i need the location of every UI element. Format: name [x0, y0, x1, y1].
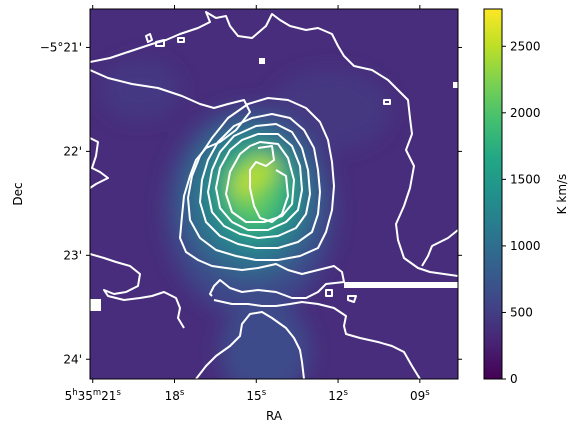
contour-blob-4	[383, 99, 391, 105]
contour-blob-2	[155, 39, 165, 47]
colorbar-label: K km/s	[555, 174, 569, 215]
contour-level-1-left-lobe	[90, 137, 109, 189]
contour-level-1-north	[90, 11, 458, 277]
contour-level-1-east-arc	[421, 229, 458, 267]
x-tick-label: 5h35m21s	[65, 388, 122, 403]
contour-blob-6	[347, 295, 357, 303]
y-tick-label: 22'	[63, 144, 82, 158]
x-axis-label: RA	[266, 409, 283, 423]
plot-frame	[89, 8, 459, 380]
colorbar-tick-label: 2000	[510, 106, 541, 120]
contour-level-1-west	[90, 69, 345, 299]
colorbar	[483, 8, 503, 380]
x-tick-label: 15s	[246, 388, 266, 403]
contour-level-1-south-tail	[195, 311, 305, 379]
contour-lines	[90, 11, 458, 379]
contour-level-7	[249, 145, 289, 223]
x-tick-label: 09s	[410, 388, 430, 403]
contour-level-1-southwest	[90, 253, 185, 329]
contour-level-3	[199, 113, 321, 249]
colorbar-tick-label: 0	[510, 372, 518, 386]
contour-level-6	[225, 141, 295, 223]
colorbar-tick-label: 500	[510, 305, 533, 319]
contour-level-1-south-bridge	[213, 299, 421, 379]
colorbar-ticks: 0 500 1000 1500 2000 2500	[502, 39, 541, 386]
colorbar-tick-label: 1000	[510, 239, 541, 253]
x-tick-label: 12s	[328, 388, 348, 403]
contour-blob-1	[145, 33, 153, 43]
heatmap-image	[90, 9, 458, 379]
y-tick-label: −5°21'	[40, 40, 82, 54]
y-axis-ticks: −5°21' 22' 23' 24'	[40, 40, 462, 366]
colorbar-tick-label: 1500	[510, 172, 541, 186]
y-axis-label: Dec	[11, 182, 25, 205]
contour-level-4	[207, 123, 311, 239]
x-axis-ticks: 5h35m21s 18s 15s 12s 09s	[65, 5, 430, 403]
contour-blob-3	[177, 37, 185, 43]
contour-blob-5	[325, 289, 333, 297]
contour-level-2	[187, 97, 335, 261]
x-tick-label: 18s	[165, 388, 185, 403]
contour-level-5	[215, 133, 303, 231]
y-tick-label: 23'	[63, 248, 82, 262]
colorbar-tick-label: 2500	[510, 39, 541, 53]
y-tick-label: 24'	[63, 352, 82, 366]
